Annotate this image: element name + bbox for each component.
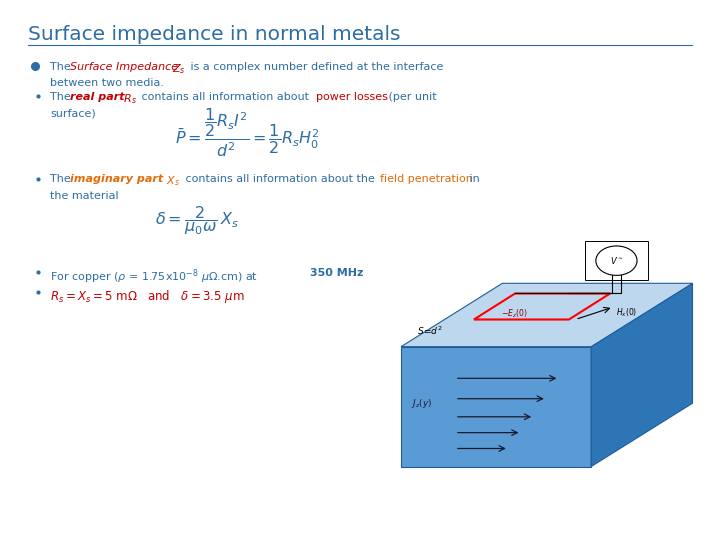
Text: The: The [50, 62, 74, 72]
Text: $S\!=\!d^2$: $S\!=\!d^2$ [417, 325, 443, 337]
Text: For copper ($\rho$ = 1.75x10$^{-8}$ $\mu\Omega$.cm) at: For copper ($\rho$ = 1.75x10$^{-8}$ $\mu… [50, 268, 258, 286]
Polygon shape [591, 284, 693, 467]
Text: (per unit: (per unit [385, 92, 436, 102]
Text: $J_z(y)$: $J_z(y)$ [410, 397, 432, 410]
Text: $Z_s$: $Z_s$ [172, 62, 186, 76]
Text: Surface Impedance: Surface Impedance [70, 62, 181, 72]
Text: 29: 29 [678, 510, 690, 520]
Text: $X_s$: $X_s$ [163, 174, 180, 188]
Text: CAS Vacuum 2017 - S.C.: CAS Vacuum 2017 - S.C. [409, 510, 527, 520]
Polygon shape [401, 284, 693, 347]
Polygon shape [401, 347, 591, 467]
Text: is a complex number defined at the interface: is a complex number defined at the inter… [187, 62, 444, 72]
Text: Properties II: Thermal & Electrical: Properties II: Thermal & Electrical [170, 510, 334, 520]
Text: $\bar{P} = \dfrac{\dfrac{1}{2}R_s I^2}{d^2} = \dfrac{1}{2}R_s H_0^2$: $\bar{P} = \dfrac{\dfrac{1}{2}R_s I^2}{d… [175, 106, 320, 159]
Text: contains all information about: contains all information about [138, 92, 312, 102]
Text: in: in [466, 174, 480, 185]
Text: power losses: power losses [316, 92, 388, 102]
Text: contains all information about the: contains all information about the [182, 174, 379, 185]
Text: between two media.: between two media. [50, 78, 164, 88]
Text: $V^{\sim}$: $V^{\sim}$ [610, 255, 624, 266]
Text: :: : [352, 268, 356, 278]
Circle shape [596, 246, 637, 275]
Text: $R_s = X_s = 5\ \mathrm{m}\Omega$   and   $\delta = 3.5\ \mu\mathrm{m}$: $R_s = X_s = 5\ \mathrm{m}\Omega$ and $\… [50, 288, 245, 305]
Text: Surface impedance in normal metals: Surface impedance in normal metals [28, 25, 400, 44]
Text: 350 MHz: 350 MHz [310, 268, 364, 278]
Text: $\delta = \dfrac{2}{\mu_0\omega}\,X_s$: $\delta = \dfrac{2}{\mu_0\omega}\,X_s$ [155, 204, 239, 237]
Text: real part: real part [70, 92, 125, 102]
Text: $-E_z(0)$: $-E_z(0)$ [501, 308, 527, 320]
Text: The: The [50, 174, 74, 185]
Text: imaginary part: imaginary part [70, 174, 163, 185]
Text: the material: the material [50, 191, 119, 200]
Text: field penetration: field penetration [380, 174, 473, 185]
Text: $H_x(0)$: $H_x(0)$ [616, 307, 638, 319]
Text: $R_s$: $R_s$ [120, 92, 137, 106]
Text: surface): surface) [50, 109, 96, 118]
Text: The: The [50, 92, 74, 102]
